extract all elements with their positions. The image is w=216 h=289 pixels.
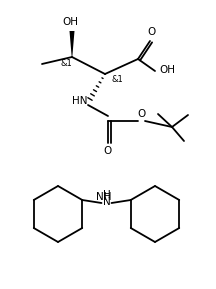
Text: &1: &1 xyxy=(111,75,123,84)
Text: HN: HN xyxy=(72,96,88,106)
Text: O: O xyxy=(148,27,156,37)
Text: &1: &1 xyxy=(60,60,72,68)
Text: N: N xyxy=(103,197,110,207)
Text: NH: NH xyxy=(96,192,111,202)
Text: O: O xyxy=(137,109,145,119)
Text: OH: OH xyxy=(159,65,175,75)
Text: O: O xyxy=(104,146,112,156)
Text: OH: OH xyxy=(62,17,78,27)
Polygon shape xyxy=(70,31,75,57)
Text: H: H xyxy=(103,190,110,200)
